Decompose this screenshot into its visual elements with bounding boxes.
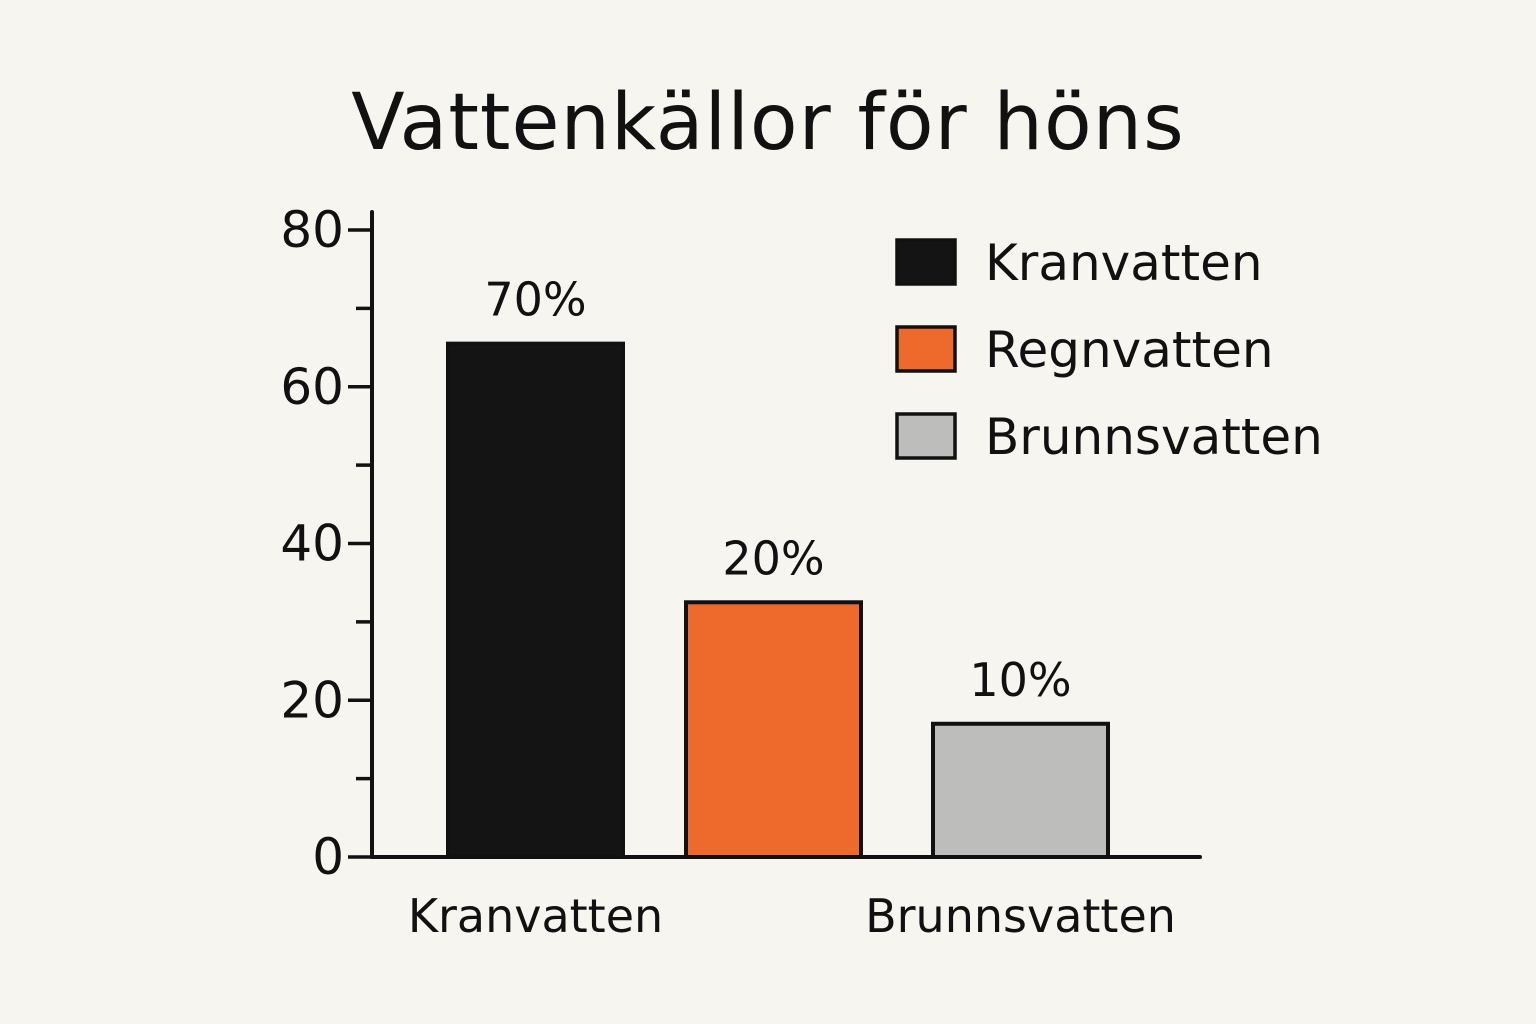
x-category-label: Kranvatten (408, 889, 663, 943)
bar-regnvatten (684, 600, 863, 859)
x-category-label: Brunnsvatten (865, 889, 1176, 943)
y-tick-label: 40 (280, 515, 344, 573)
data-label-brunnsvatten: 10% (969, 653, 1071, 707)
data-label-regnvatten: 20% (722, 531, 824, 585)
bar-kranvatten (446, 341, 625, 859)
legend-item-label: Kranvatten (985, 234, 1263, 292)
legend-item-label: Brunnsvatten (985, 408, 1323, 466)
legend-swatch (895, 412, 957, 460)
data-label-kranvatten: 70% (484, 273, 586, 327)
legend-swatch (895, 325, 957, 373)
legend-item-label: Regnvatten (985, 321, 1274, 379)
bars: 70% Kranvatten 20% 10% Brunnsvatten (408, 273, 1176, 943)
bar-brunnsvatten (931, 721, 1110, 860)
y-tick-label: 80 (280, 201, 344, 259)
y-tick-label: 60 (280, 358, 344, 416)
y-tick-label: 20 (280, 671, 344, 729)
chart-title: Vattenkällor för höns (351, 78, 1185, 168)
legend: Kranvatten Regnvatten Brunnsvatten (895, 234, 1323, 466)
legend-swatch (895, 238, 957, 286)
y-tick-label: 0 (312, 828, 344, 886)
